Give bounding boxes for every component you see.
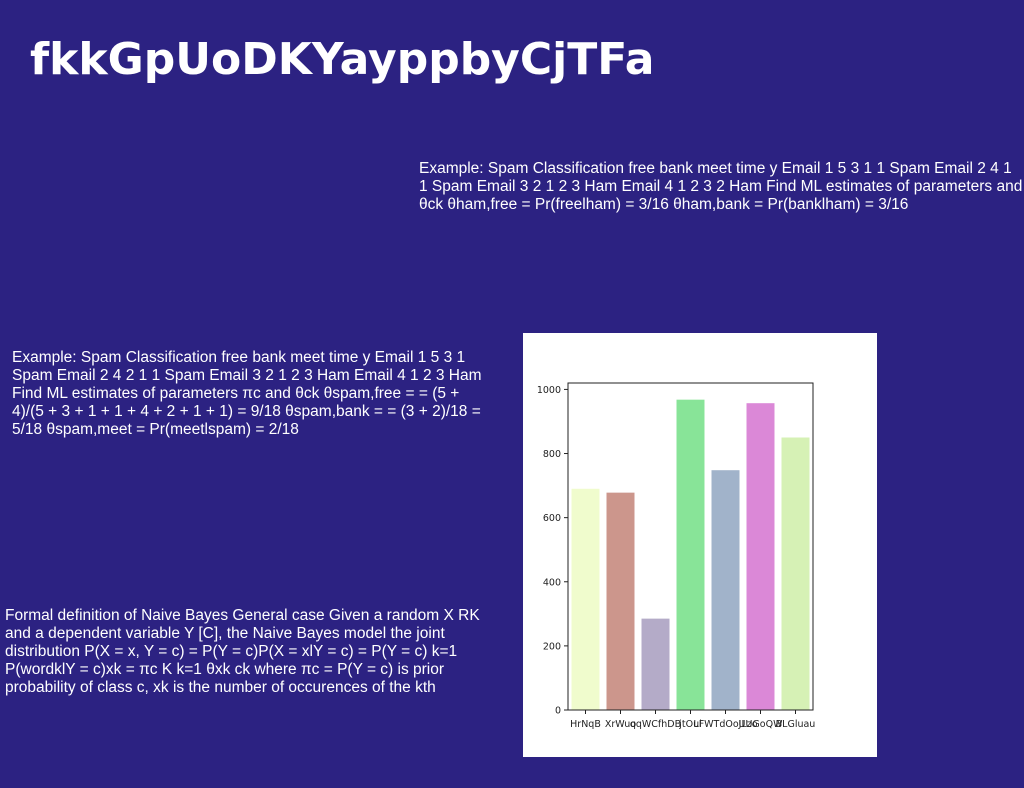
x-tick-label: XrWuo — [605, 719, 636, 730]
bar-LFWTdOoJLzo — [711, 470, 740, 710]
x-tick-label: qqWCfhDB — [630, 719, 681, 730]
bar-qqWCfhDB — [641, 618, 670, 710]
y-tick-label: 0 — [555, 706, 561, 717]
bar-chart: 0 200 400 600 800 1000 HrNqB XrWuoqqWCfhDBjtOul… — [537, 382, 816, 730]
x-tick-label: HrNqB — [570, 719, 601, 730]
spam-example-text-1: Example: Spam Classification free bank m… — [419, 160, 1023, 213]
y-tick-label: 800 — [543, 449, 561, 460]
bar-chart-panel: 0 200 400 600 800 1000 HrNqB XrWuo qqWCfhDB jtOul… — [523, 333, 877, 757]
y-tick-label: 200 — [543, 641, 561, 652]
x-tick-label: UUGoQW — [739, 719, 784, 730]
bar-BLGluau — [781, 437, 810, 710]
y-tick-label: 600 — [543, 513, 561, 524]
x-tick-label: BLGluau — [776, 719, 816, 730]
bar-HrNqB — [571, 488, 600, 710]
naive-bayes-definition-text: Formal definition of Naive Bayes General… — [5, 607, 480, 696]
bar-UUGoQW — [746, 403, 775, 710]
spam-example-text-2: Example: Spam Classification free bank m… — [12, 349, 482, 438]
bar-XrWuo — [606, 492, 635, 710]
x-tick-label: LFWTdOoJLzo — [693, 719, 757, 730]
page-title: fkkGpUoDKYayppbyCjTFa — [30, 34, 655, 85]
bar-jtOul — [676, 399, 705, 710]
x-tick-label: jtOul — [678, 719, 702, 730]
plot-frame — [567, 382, 814, 711]
y-tick-label: 400 — [543, 577, 561, 588]
y-tick-label: 1000 — [537, 385, 561, 396]
